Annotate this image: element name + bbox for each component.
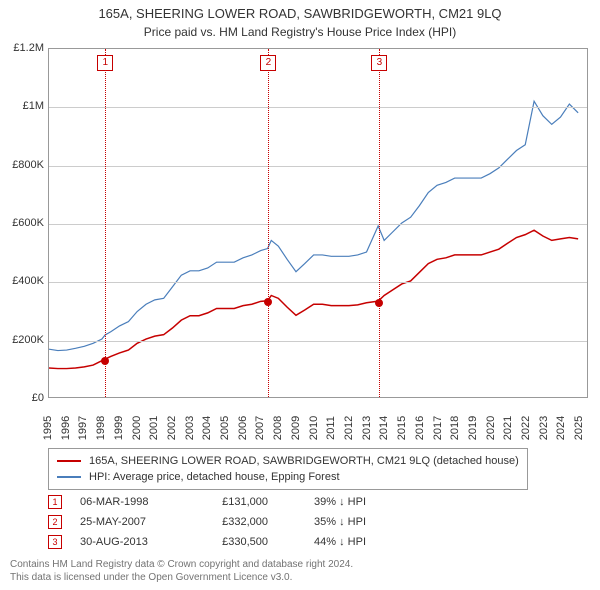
legend-swatch: [57, 476, 81, 478]
y-tick-label: £1.2M: [0, 42, 44, 54]
x-tick-label: 2013: [361, 408, 373, 448]
event-row: 2 25-MAY-2007 £332,000 35% ↓ HPI: [48, 512, 366, 532]
x-tick-label: 2023: [538, 408, 550, 448]
attribution-line1: Contains HM Land Registry data © Crown c…: [10, 558, 353, 571]
event-diff: 44% ↓ HPI: [286, 532, 366, 552]
event-price: £332,000: [198, 512, 268, 532]
event-diff: 35% ↓ HPI: [286, 512, 366, 532]
x-tick-label: 2006: [237, 408, 249, 448]
x-tick-label: 2002: [166, 408, 178, 448]
x-tick-label: 2024: [555, 408, 567, 448]
x-tick-label: 2019: [467, 408, 479, 448]
event-price: £330,500: [198, 532, 268, 552]
chart-area: 1 2 3: [48, 48, 588, 398]
event-price: £131,000: [198, 492, 268, 512]
x-tick-label: 2018: [449, 408, 461, 448]
title-main: 165A, SHEERING LOWER ROAD, SAWBRIDGEWORT…: [0, 6, 600, 21]
x-tick-label: 2003: [184, 408, 196, 448]
legend-swatch: [57, 460, 81, 462]
event-diff: 39% ↓ HPI: [286, 492, 366, 512]
gridline: [49, 282, 587, 283]
gridline: [49, 107, 587, 108]
event-date: 25-MAY-2007: [80, 512, 180, 532]
event-vline: [379, 49, 380, 397]
y-tick-label: £800K: [0, 159, 44, 171]
gridline: [49, 224, 587, 225]
x-tick-label: 2012: [343, 408, 355, 448]
y-tick-label: £200K: [0, 334, 44, 346]
legend: 165A, SHEERING LOWER ROAD, SAWBRIDGEWORT…: [48, 448, 528, 490]
x-tick-label: 2015: [396, 408, 408, 448]
x-tick-label: 2009: [290, 408, 302, 448]
x-tick-label: 1997: [77, 408, 89, 448]
event-row: 3 30-AUG-2013 £330,500 44% ↓ HPI: [48, 532, 366, 552]
legend-row: 165A, SHEERING LOWER ROAD, SAWBRIDGEWORT…: [57, 453, 519, 469]
x-tick-label: 2017: [432, 408, 444, 448]
x-tick-label: 2005: [219, 408, 231, 448]
x-tick-label: 2011: [325, 408, 337, 448]
x-tick-label: 2010: [308, 408, 320, 448]
attribution-line2: This data is licensed under the Open Gov…: [10, 571, 353, 584]
x-tick-label: 2020: [485, 408, 497, 448]
gridline: [49, 166, 587, 167]
x-tick-label: 2004: [201, 408, 213, 448]
event-number-icon: 3: [48, 535, 62, 549]
chart-container: 165A, SHEERING LOWER ROAD, SAWBRIDGEWORT…: [0, 0, 600, 590]
x-tick-label: 2021: [502, 408, 514, 448]
title-sub: Price paid vs. HM Land Registry's House …: [0, 25, 600, 39]
x-tick-label: 2001: [148, 408, 160, 448]
series-hpi: [49, 101, 578, 350]
event-row: 1 06-MAR-1998 £131,000 39% ↓ HPI: [48, 492, 366, 512]
y-tick-label: £1M: [0, 100, 44, 112]
y-tick-label: £600K: [0, 217, 44, 229]
event-date: 06-MAR-1998: [80, 492, 180, 512]
events-table: 1 06-MAR-1998 £131,000 39% ↓ HPI 2 25-MAY-200…: [48, 492, 366, 552]
x-tick-label: 2025: [573, 408, 585, 448]
x-tick-label: 2016: [414, 408, 426, 448]
series-property_price: [49, 230, 578, 368]
x-tick-label: 1996: [60, 408, 72, 448]
x-tick-label: 2022: [520, 408, 532, 448]
legend-row: HPI: Average price, detached house, Eppi…: [57, 469, 519, 485]
y-tick-label: £400K: [0, 275, 44, 287]
event-marker-dot: [264, 298, 272, 306]
event-number-icon: 2: [48, 515, 62, 529]
gridline: [49, 341, 587, 342]
event-marker-box: 3: [371, 55, 387, 71]
legend-label: 165A, SHEERING LOWER ROAD, SAWBRIDGEWORT…: [89, 453, 519, 469]
event-marker-dot: [101, 357, 109, 365]
chart-svg: [49, 49, 587, 397]
legend-label: HPI: Average price, detached house, Eppi…: [89, 469, 340, 485]
x-tick-label: 2000: [131, 408, 143, 448]
y-tick-label: £0: [0, 392, 44, 404]
event-marker-box: 1: [97, 55, 113, 71]
event-date: 30-AUG-2013: [80, 532, 180, 552]
attribution: Contains HM Land Registry data © Crown c…: [10, 558, 353, 584]
event-marker-dot: [375, 299, 383, 307]
x-tick-label: 1995: [42, 408, 54, 448]
event-vline: [105, 49, 106, 397]
event-vline: [268, 49, 269, 397]
x-tick-label: 1999: [113, 408, 125, 448]
event-number-icon: 1: [48, 495, 62, 509]
x-tick-label: 1998: [95, 408, 107, 448]
x-tick-label: 2007: [254, 408, 266, 448]
event-marker-box: 2: [260, 55, 276, 71]
x-tick-label: 2014: [378, 408, 390, 448]
x-tick-label: 2008: [272, 408, 284, 448]
titles: 165A, SHEERING LOWER ROAD, SAWBRIDGEWORT…: [0, 0, 600, 39]
